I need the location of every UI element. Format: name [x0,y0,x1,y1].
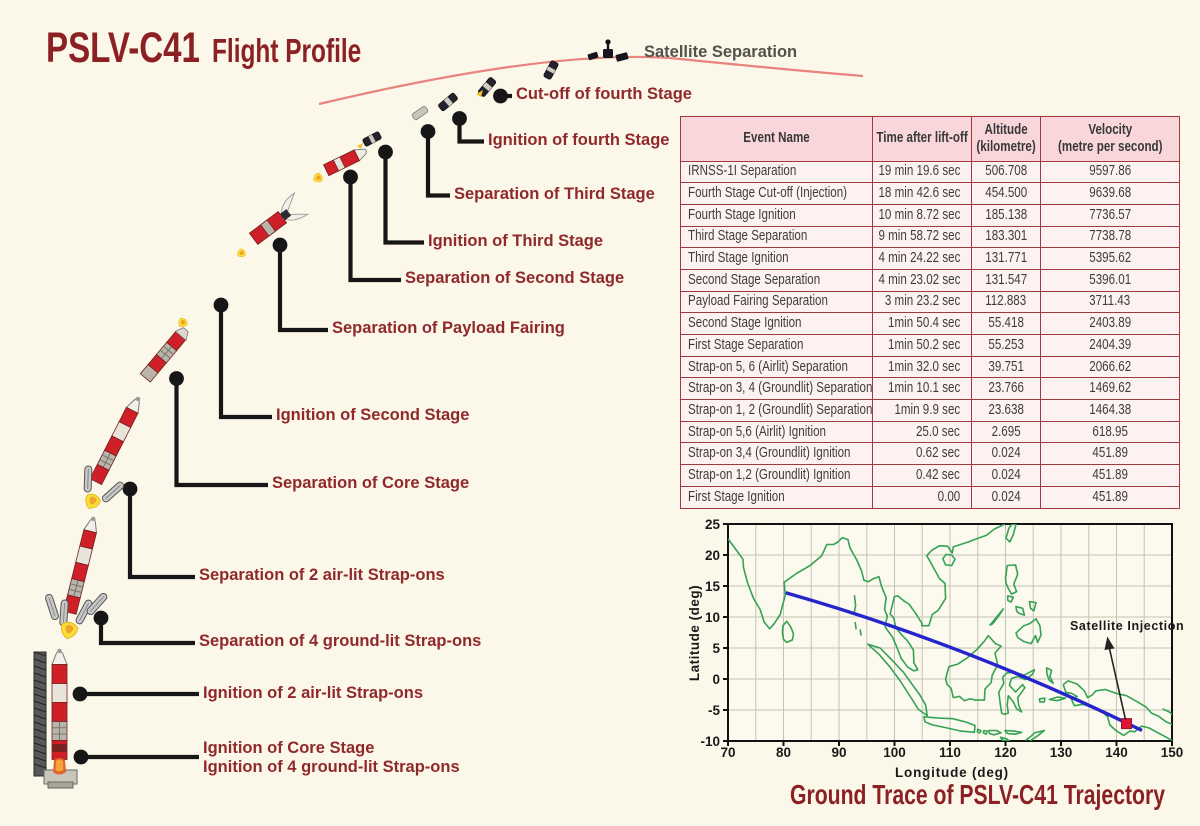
svg-text:90: 90 [831,745,846,760]
svg-text:Longitude (deg): Longitude (deg) [895,765,1009,780]
svg-text:5: 5 [712,641,720,656]
svg-text:Latitude (deg): Latitude (deg) [687,585,702,681]
svg-text:110: 110 [939,745,961,760]
svg-text:10: 10 [705,610,720,625]
svg-text:20: 20 [705,548,720,563]
svg-text:-5: -5 [708,703,720,718]
svg-text:25: 25 [705,517,721,532]
svg-text:130: 130 [1050,745,1073,760]
svg-text:150: 150 [1161,745,1184,760]
svg-text:70: 70 [720,745,735,760]
svg-text:120: 120 [994,745,1017,760]
svg-text:140: 140 [1105,745,1128,760]
svg-text:80: 80 [776,745,791,760]
svg-text:15: 15 [705,579,721,594]
svg-text:100: 100 [883,745,906,760]
svg-text:-10: -10 [700,734,720,749]
svg-text:0: 0 [712,672,720,687]
svg-text:Satellite Injection: Satellite Injection [1070,619,1184,633]
